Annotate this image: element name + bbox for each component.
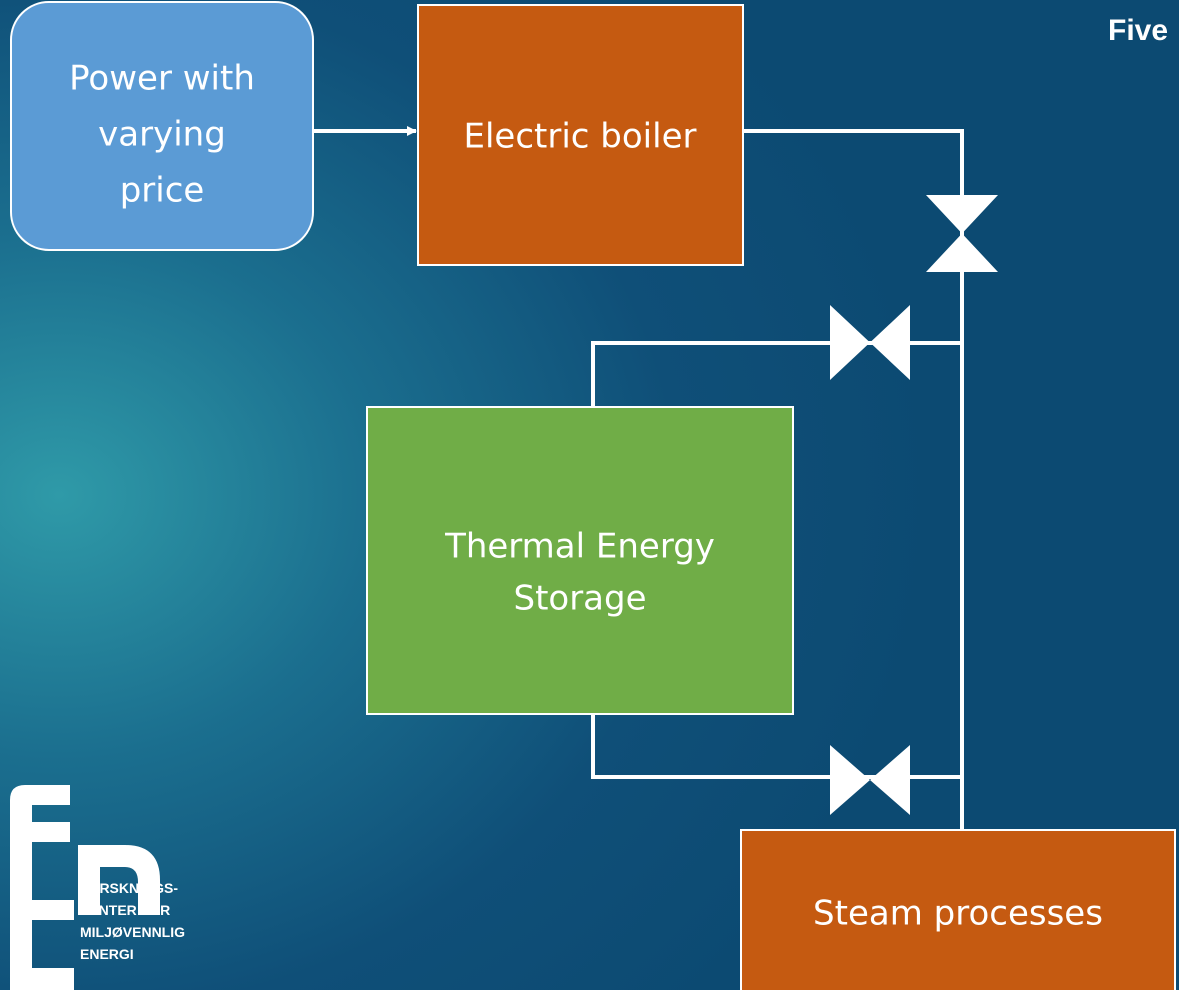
- title: Five: [1108, 14, 1168, 47]
- slide: Five Power with varying price Electric boil…: [0, 0, 1179, 990]
- logo-line: ENERGI: [80, 946, 134, 962]
- logo-line: MILJØVENNLIG: [80, 924, 185, 940]
- node-label: varying: [98, 115, 226, 155]
- node-label: Electric boiler: [464, 117, 697, 157]
- logo-line: FORSKNINGS-: [80, 880, 178, 896]
- node-label: Storage: [513, 579, 646, 619]
- logo-line: SENTER FOR: [80, 902, 170, 918]
- node-label: price: [120, 171, 205, 211]
- node-label: Power with: [69, 59, 255, 99]
- node-label: Thermal Energy: [444, 527, 715, 567]
- node-label: Steam processes: [813, 894, 1103, 934]
